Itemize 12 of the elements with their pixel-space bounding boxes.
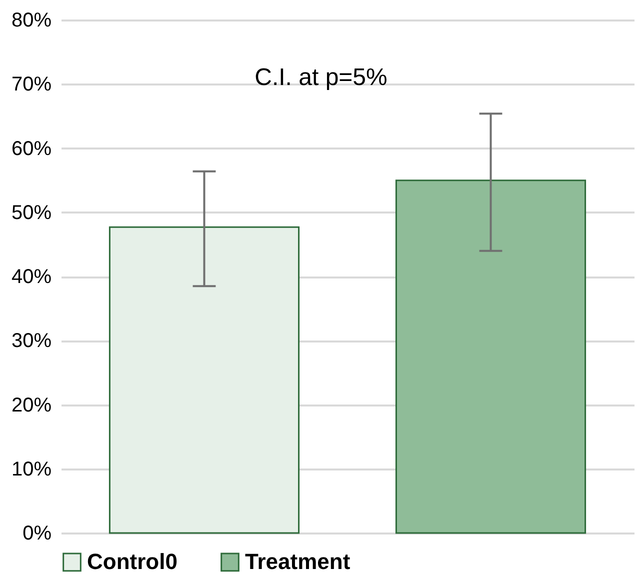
annotation: C.I. at p=5%: [254, 64, 388, 91]
y-tick-label: 0%: [22, 522, 52, 544]
y-tick-label: 80%: [11, 10, 52, 32]
legend-label: Treatment: [245, 549, 351, 574]
y-tick-label: 30%: [11, 330, 52, 352]
y-tick-label: 70%: [11, 74, 52, 96]
y-tick-label: 60%: [11, 138, 52, 160]
y-tick-label: 20%: [11, 394, 52, 416]
legend-label: Control0: [87, 549, 178, 574]
y-tick-label: 40%: [11, 266, 52, 288]
y-tick-label: 10%: [11, 458, 52, 480]
y-tick-label: 50%: [11, 202, 52, 224]
